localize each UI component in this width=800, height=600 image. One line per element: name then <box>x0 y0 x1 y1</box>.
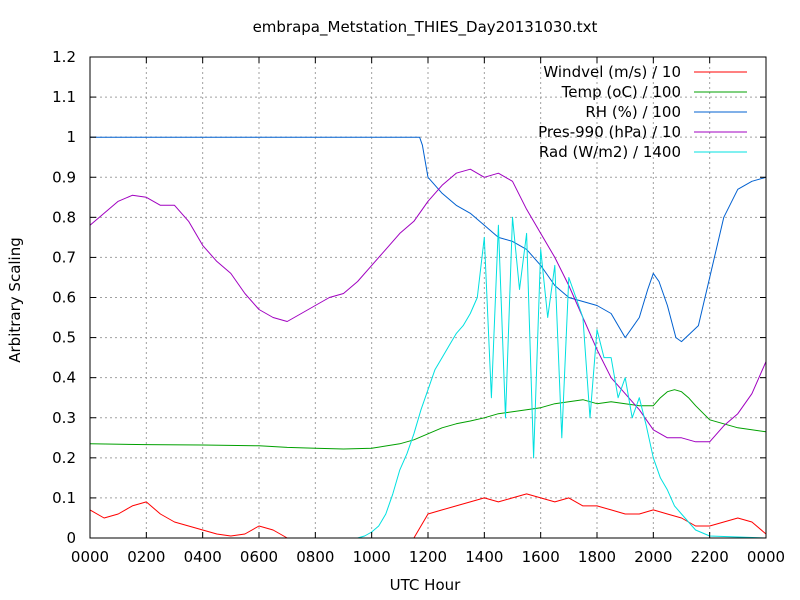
legend-label: Rad (W/m2) / 1400 <box>539 143 681 161</box>
x-tick-label: 0400 <box>184 548 222 566</box>
x-tick-label: 1600 <box>522 548 560 566</box>
series-line-4 <box>90 216 767 539</box>
x-tick-label: 2000 <box>634 548 672 566</box>
x-tick-label: 2200 <box>691 548 729 566</box>
y-tick-label: 0.9 <box>52 168 76 186</box>
x-tick-label: 0800 <box>296 548 334 566</box>
x-axis-label: UTC Hour <box>390 576 461 594</box>
y-tick-label: 0.2 <box>52 449 76 467</box>
axis-ticks: 0000 0200 0400 0600 0800 1000 1200 1400 1600 1800… <box>52 48 785 566</box>
plot-series <box>89 136 767 539</box>
x-tick-label: 0000 <box>747 548 785 566</box>
y-tick-label: 0 <box>66 529 76 547</box>
series-line-0 <box>89 493 767 539</box>
chart-title: embrapa_Metstation_THIES_Day20131030.txt <box>253 18 598 37</box>
y-tick-label: 0.7 <box>52 248 76 266</box>
series-line-3 <box>89 168 767 443</box>
y-tick-label: 0.3 <box>52 409 76 427</box>
y-tick-label: 1.2 <box>52 48 76 66</box>
y-axis-label: Arbitrary Scaling <box>6 237 24 363</box>
y-tick-label: 0.8 <box>52 208 76 226</box>
series-line-2 <box>90 136 767 343</box>
legend-label: Windvel (m/s) / 10 <box>543 63 681 81</box>
y-tick-label: 0.1 <box>52 489 76 507</box>
y-tick-label: 0.6 <box>52 289 76 307</box>
x-tick-label: 0600 <box>240 548 278 566</box>
legend: Windvel (m/s) / 10 Temp (oC) / 100 RH (%) … <box>538 63 747 161</box>
x-tick-label: 1200 <box>409 548 447 566</box>
y-tick-label: 1.1 <box>52 88 76 106</box>
legend-label: Temp (oC) / 100 <box>561 83 681 101</box>
x-tick-label: 1000 <box>353 548 391 566</box>
x-tick-label: 0200 <box>127 548 165 566</box>
legend-label: Pres-990 (hPa) / 10 <box>538 123 681 141</box>
legend-label: RH (%) / 100 <box>585 103 681 121</box>
y-tick-label: 0.4 <box>52 369 76 387</box>
x-tick-label: 0000 <box>71 548 109 566</box>
x-tick-label: 1400 <box>465 548 503 566</box>
y-tick-label: 0.5 <box>52 329 76 347</box>
series-line-1 <box>89 389 767 450</box>
x-tick-label: 1800 <box>578 548 616 566</box>
y-tick-label: 1 <box>66 128 76 146</box>
